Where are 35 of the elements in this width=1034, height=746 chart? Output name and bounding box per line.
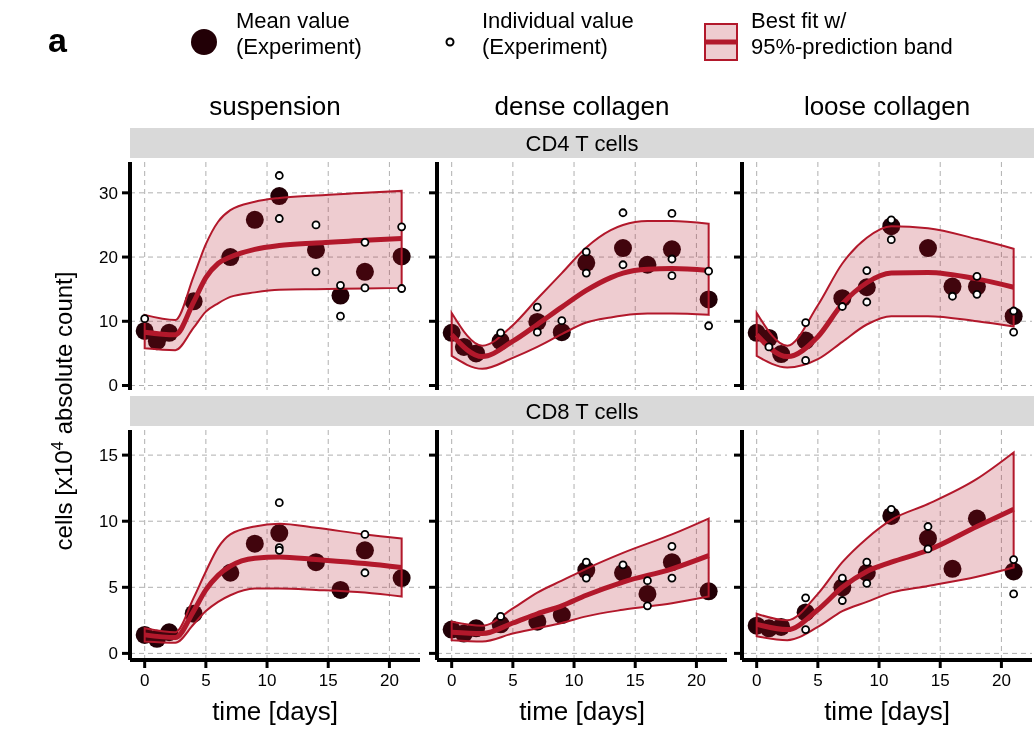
y-tick-label: 0 xyxy=(108,644,118,664)
x-tick-label: 15 xyxy=(625,671,645,690)
chart-title: loose collagen xyxy=(803,91,971,121)
x-tick-label: 15 xyxy=(930,671,950,690)
x-tick-label: 0 xyxy=(751,671,762,690)
y-tick-label: 20 xyxy=(99,248,118,267)
y-tick-label: 5 xyxy=(108,578,118,598)
x-tick-label: 10 xyxy=(564,671,584,690)
chart-subtitle: CD8 T cells xyxy=(525,399,639,424)
chart-subtitle: CD4 T cells xyxy=(525,131,639,156)
x-tick-label: 20 xyxy=(379,671,399,690)
legend-label: Mean value (Experiment) xyxy=(236,8,362,59)
x-tick-label: 5 xyxy=(508,671,518,690)
x-tick-label: 10 xyxy=(869,671,889,690)
chart-title: dense collagen xyxy=(494,91,670,121)
text: a xyxy=(48,21,68,59)
x-tick-label: 0 xyxy=(139,671,150,690)
y-tick-label: 15 xyxy=(99,446,118,466)
x-tick-label: 0 xyxy=(446,671,457,690)
x-tick-label: 5 xyxy=(813,671,823,690)
legend-label: Individual value (Experiment) xyxy=(482,8,634,59)
x-tick-label: 20 xyxy=(991,671,1011,690)
x-axis-title: time [days] xyxy=(212,696,338,726)
x-tick-label: 15 xyxy=(318,671,338,690)
legend-label: Best fit w/ 95%-prediction band xyxy=(751,8,953,59)
x-tick-label: 10 xyxy=(257,671,277,690)
y-tick-label: 0 xyxy=(108,376,118,396)
x-axis-title: time [days] xyxy=(824,696,950,726)
x-tick-label: 20 xyxy=(686,671,706,690)
y-tick-label: 10 xyxy=(99,312,118,332)
y-tick-label: 10 xyxy=(99,512,118,532)
x-axis-title: time [days] xyxy=(519,696,645,726)
y-tick-label: 30 xyxy=(99,183,118,203)
x-tick-label: 5 xyxy=(201,671,211,690)
chart-title: suspension xyxy=(209,91,341,121)
